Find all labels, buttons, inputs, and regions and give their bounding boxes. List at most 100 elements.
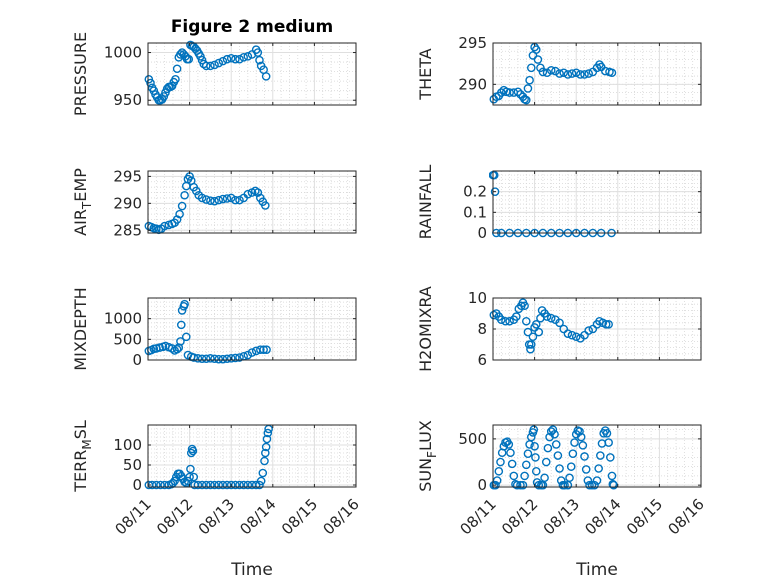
y-axis-label: TERRMSL	[71, 420, 94, 493]
data-point	[555, 69, 564, 78]
y-axis-label: THETA	[416, 48, 435, 100]
data-series	[489, 42, 617, 105]
data-point	[206, 61, 215, 71]
data-point	[206, 354, 215, 363]
data-point	[526, 63, 536, 73]
data-point	[193, 480, 203, 490]
y-tick-label: 0	[477, 476, 487, 494]
data-point	[243, 350, 253, 360]
data-point	[553, 451, 563, 460]
data-point	[607, 471, 617, 481]
y-tick-label: 0.2	[463, 183, 487, 201]
data-point	[176, 50, 185, 59]
data-point	[526, 432, 536, 442]
y-tick-label: 500	[113, 330, 142, 348]
x-axis-label: Time	[230, 560, 273, 580]
data-point	[567, 330, 577, 340]
y-tick-label: 290	[113, 194, 142, 212]
data-point	[526, 344, 535, 354]
data-point	[231, 54, 240, 64]
data-point	[489, 170, 499, 180]
data-point	[176, 337, 185, 346]
y-axis-label: H2OMIXRA	[416, 286, 435, 372]
data-point	[256, 345, 265, 354]
data-point	[525, 75, 534, 85]
data-point	[152, 480, 161, 490]
data-point	[218, 354, 228, 364]
data-point	[160, 221, 169, 231]
data-point	[604, 438, 613, 447]
data-point	[214, 58, 224, 68]
data-series	[144, 299, 271, 364]
data-point	[571, 332, 581, 342]
data-point	[235, 54, 244, 64]
data-point	[581, 465, 591, 474]
data-point	[578, 441, 588, 450]
data-point	[497, 315, 506, 325]
data-point	[551, 440, 561, 449]
data-point	[587, 480, 597, 490]
y-tick-label: 290	[458, 75, 487, 93]
x-tick-label: 08/12	[498, 495, 541, 538]
data-point	[235, 480, 244, 490]
x-tick-label: 08/13	[195, 495, 238, 538]
data-point	[538, 67, 548, 77]
axes-box	[492, 424, 702, 488]
data-point	[596, 451, 605, 460]
data-point	[563, 70, 573, 79]
data-point	[171, 74, 180, 84]
data-point	[247, 50, 257, 59]
data-point	[509, 471, 519, 481]
y-axis-label: AIRTEMP	[71, 168, 94, 236]
data-point	[516, 89, 525, 99]
data-point	[523, 84, 533, 93]
x-tick-label: 08/16	[320, 495, 363, 538]
data-point	[540, 473, 549, 483]
data-point	[501, 316, 510, 326]
data-series	[489, 298, 613, 354]
data-point	[496, 457, 505, 467]
x-tick-label: 08/14	[581, 495, 624, 538]
data-point	[530, 441, 539, 451]
subplot-3: 285 290 295 AIRTEMP	[71, 167, 357, 239]
data-point	[533, 55, 543, 64]
data-point	[188, 446, 198, 456]
data-point	[261, 201, 270, 210]
data-point	[191, 186, 201, 196]
y-tick-label: 10	[468, 289, 487, 307]
x-tick-label: 08/16	[665, 495, 708, 538]
data-point	[201, 354, 211, 364]
data-point	[222, 194, 232, 203]
data-point	[546, 313, 556, 323]
data-point	[180, 477, 189, 487]
y-axis-label: PRESSURE	[71, 32, 90, 116]
axes-background	[148, 171, 356, 233]
data-point	[226, 480, 236, 490]
data-point	[222, 480, 232, 490]
data-point	[256, 476, 266, 486]
x-tick-label: 08/12	[153, 495, 196, 538]
data-point	[551, 66, 560, 76]
data-point	[513, 87, 523, 97]
y-tick-label: 50	[123, 456, 142, 474]
data-point	[226, 354, 236, 363]
data-point	[239, 480, 248, 490]
data-point	[146, 78, 155, 88]
axes-box	[492, 42, 702, 106]
data-point	[543, 443, 553, 453]
data-point	[570, 438, 579, 447]
data-point	[592, 476, 602, 485]
data-point	[511, 312, 521, 321]
axes-box	[147, 170, 357, 234]
data-point	[214, 195, 224, 205]
data-point	[531, 45, 541, 54]
data-point	[576, 432, 586, 442]
data-point	[523, 449, 533, 458]
data-point	[531, 466, 541, 476]
data-point	[184, 54, 194, 64]
data-point	[262, 345, 271, 354]
data-point	[567, 69, 577, 78]
x-tick-label: 08/15	[623, 495, 666, 538]
axes-box	[147, 424, 357, 488]
